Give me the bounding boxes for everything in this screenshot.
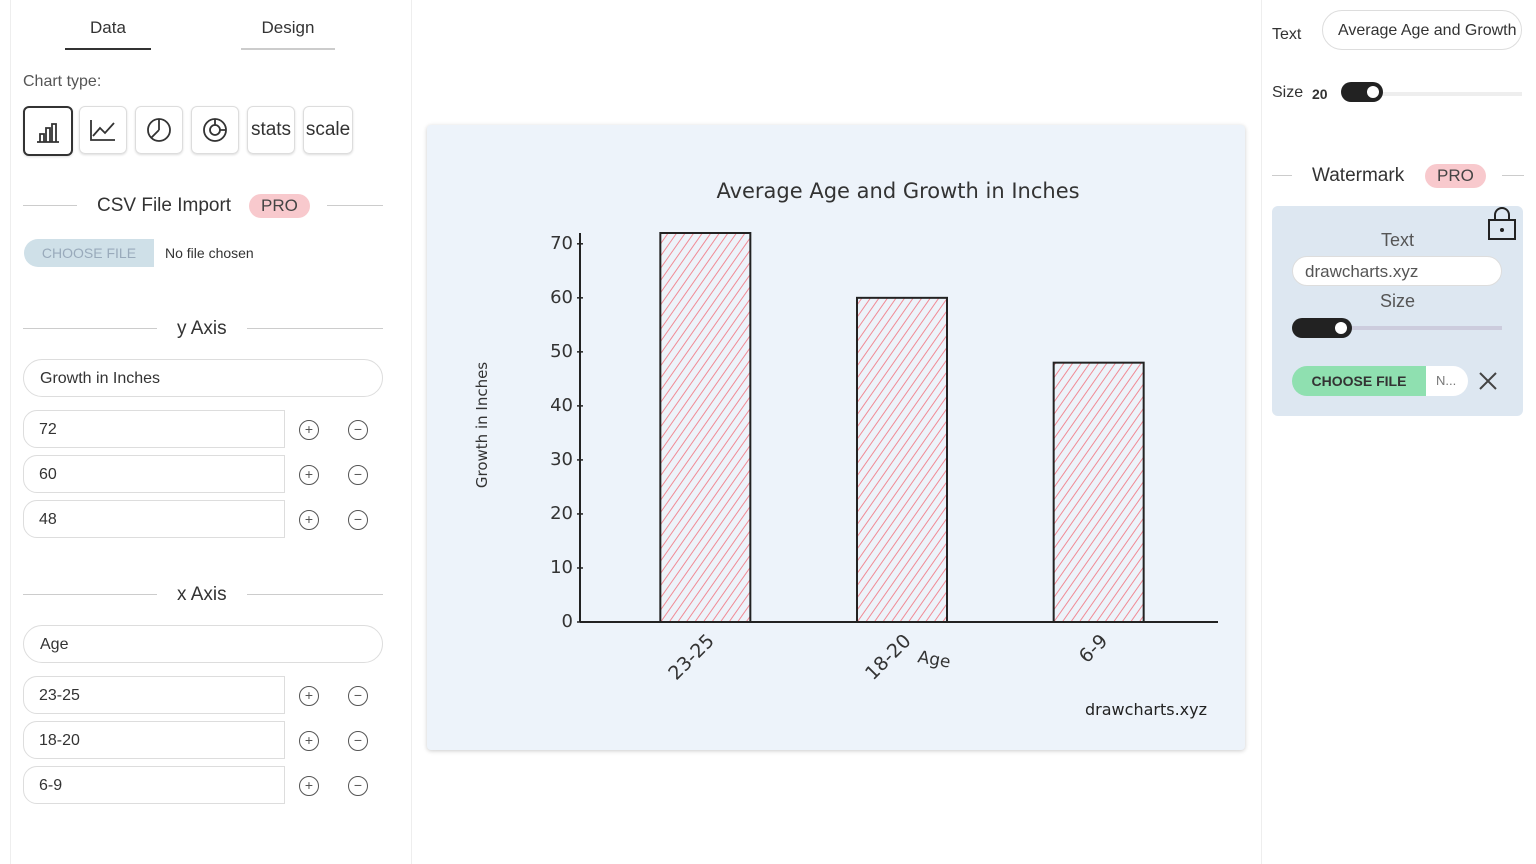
y-tick-label: 40 [550, 395, 573, 416]
line-icon [90, 120, 115, 141]
pro-badge: PRO [249, 194, 310, 218]
watermark-file-status: N... [1426, 366, 1468, 396]
remove-button[interactable]: − [348, 776, 368, 796]
x-label-input[interactable]: Age [23, 625, 383, 663]
watermark-title: Watermark [1312, 165, 1405, 186]
x-axis-section: x Axis [177, 584, 227, 605]
watermark-size-label: Size [1379, 291, 1415, 311]
y-value-input[interactable]: 72 [23, 410, 285, 448]
pro-badge: PRO [1425, 164, 1486, 188]
y-axis-label: Growth in Inches [473, 362, 491, 488]
size-slider[interactable] [1341, 82, 1383, 102]
remove-button[interactable]: − [348, 465, 368, 485]
clear-icon[interactable] [1477, 370, 1499, 392]
divider [247, 594, 383, 595]
tab-design[interactable]: Design [241, 18, 335, 50]
y-label-input[interactable]: Growth in Inches [23, 359, 383, 397]
chart-type-label: Chart type: [23, 73, 102, 90]
line-type-button[interactable] [79, 106, 127, 154]
remove-button[interactable]: − [348, 510, 368, 530]
x-value-input[interactable]: 6-9 [23, 766, 285, 804]
y-value-input[interactable]: 60 [23, 455, 285, 493]
bar-type-button[interactable] [23, 106, 73, 156]
bar-icon [37, 123, 59, 143]
pie-icon [147, 118, 171, 142]
slider-track [1342, 326, 1502, 330]
watermark-text-label: Text [1380, 230, 1414, 250]
choose-file-button[interactable]: CHOOSE FILE [24, 239, 154, 267]
title-input[interactable]: Average Age and Growth in Inches [1322, 10, 1522, 50]
x-tick-label: 18-20 [861, 630, 916, 685]
chart: Average Age and Growth in Inches Growth … [473, 179, 1218, 719]
design-panel: Text Average Age and Growth in Inches Si… [1261, 0, 1536, 864]
y-value-input[interactable]: 48 [23, 500, 285, 538]
add-button[interactable]: + [299, 686, 319, 706]
slider-knob [1335, 322, 1347, 334]
donut-icon [203, 118, 227, 142]
bar [856, 296, 948, 623]
divider [1272, 175, 1292, 176]
remove-button[interactable]: − [348, 731, 368, 751]
x-value-input[interactable]: 23-25 [23, 676, 285, 714]
x-axis-label: Age [916, 647, 952, 672]
y-tick-label: 70 [550, 233, 573, 254]
data-panel: Data Design Chart type: stats scale CSV … [10, 0, 412, 864]
watermark-choose-file[interactable]: CHOOSE FILE [1292, 366, 1426, 396]
add-button[interactable]: + [299, 510, 319, 530]
y-axis-section: y Axis [177, 318, 227, 339]
pie-type-button[interactable] [135, 106, 183, 154]
bar [659, 232, 752, 623]
watermark: drawcharts.xyz [1085, 700, 1207, 719]
y-tick-label: 20 [550, 503, 573, 524]
watermark-input[interactable]: drawcharts.xyz [1292, 256, 1502, 286]
add-button[interactable]: + [299, 420, 319, 440]
y-tick-label: 60 [550, 287, 573, 308]
divider [247, 328, 383, 329]
text-label: Text [1272, 26, 1302, 43]
y-tick-label: 10 [550, 557, 573, 578]
x-value-input[interactable]: 18-20 [23, 721, 285, 759]
add-button[interactable]: + [299, 465, 319, 485]
slider-track [1372, 92, 1522, 96]
size-label: Size [1272, 84, 1304, 101]
watermark-box: Text drawcharts.xyz Size CHOOSE FILE N..… [1272, 206, 1523, 416]
csv-title: CSV File Import [97, 195, 232, 216]
divider [23, 205, 77, 206]
chart-title: Average Age and Growth in Inches [716, 179, 1079, 203]
remove-button[interactable]: − [348, 686, 368, 706]
x-tick-label: 6-9 [1075, 630, 1113, 668]
stats-button[interactable]: stats [247, 106, 295, 154]
y-tick-label: 50 [550, 341, 573, 362]
remove-button[interactable]: − [348, 420, 368, 440]
y-tick-label: 0 [562, 611, 573, 632]
bar [1052, 361, 1145, 624]
donut-type-button[interactable] [191, 106, 239, 154]
divider [23, 594, 157, 595]
y-tick-label: 30 [550, 449, 573, 470]
add-button[interactable]: + [299, 776, 319, 796]
watermark-size-slider[interactable] [1292, 318, 1352, 338]
chart-card: Average Age and Growth in Inches Growth … [427, 125, 1245, 750]
slider-knob [1367, 86, 1379, 98]
tab-data[interactable]: Data [65, 18, 151, 50]
x-tick-label: 23-25 [664, 630, 719, 685]
divider [327, 205, 383, 206]
scale-button[interactable]: scale [303, 106, 353, 154]
divider [23, 328, 157, 329]
size-value: 20 [1312, 86, 1328, 102]
file-status: No file chosen [165, 245, 254, 261]
divider [1502, 175, 1524, 176]
lock-icon [1488, 207, 1516, 240]
add-button[interactable]: + [299, 731, 319, 751]
